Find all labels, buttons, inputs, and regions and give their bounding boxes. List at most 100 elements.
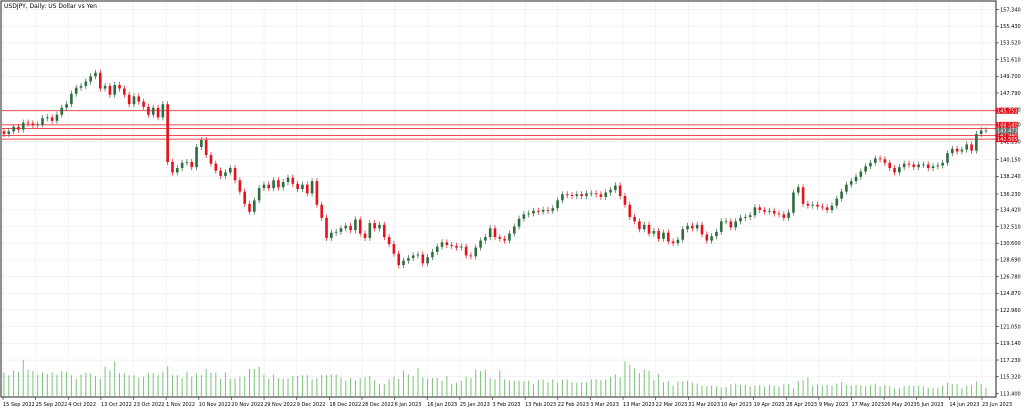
price-axis: 157.340 155.430 153.520 151.610 149.700 147.7… bbox=[996, 7, 1021, 397]
time-tick-label: 17 May 2023 bbox=[851, 402, 884, 408]
time-tick-label: 13 Oct 2022 bbox=[101, 402, 132, 408]
candle-body bbox=[902, 163, 906, 168]
candle-body bbox=[70, 93, 73, 105]
candlesticks bbox=[2, 69, 988, 269]
candle-body bbox=[200, 140, 203, 148]
candle-body bbox=[488, 228, 492, 238]
candle-body bbox=[137, 96, 141, 102]
candle-body bbox=[551, 208, 555, 211]
price-tags: 145.753144.140143.723142.940142.505143.4… bbox=[996, 107, 1018, 143]
candle-body bbox=[397, 253, 401, 266]
candle-body bbox=[744, 216, 747, 218]
price-tick-label: 130.600 bbox=[1000, 241, 1021, 247]
price-tick-label: 122.960 bbox=[1000, 308, 1021, 314]
candle-body bbox=[888, 162, 892, 169]
candle-body bbox=[248, 203, 251, 212]
candle-body bbox=[565, 194, 569, 196]
candle-body bbox=[55, 114, 59, 121]
candle-body bbox=[407, 258, 410, 261]
candle-body bbox=[84, 81, 88, 86]
candle-body bbox=[493, 228, 497, 238]
candle-body bbox=[821, 206, 824, 208]
candle-body bbox=[46, 117, 49, 119]
current-price-label: 143.473 bbox=[997, 128, 1018, 134]
candle-body bbox=[984, 130, 988, 132]
candle-body bbox=[440, 242, 444, 247]
price-tick-label: 142.230 bbox=[1000, 139, 1021, 145]
candle-body bbox=[883, 159, 887, 163]
candle-body bbox=[931, 166, 935, 169]
candle-body bbox=[127, 94, 131, 105]
candle-body bbox=[262, 184, 266, 189]
candle-body bbox=[816, 204, 819, 207]
candle-body bbox=[228, 168, 232, 173]
candle-body bbox=[965, 144, 969, 150]
level-tag-label: 142.940 bbox=[997, 133, 1018, 139]
candle-body bbox=[320, 204, 324, 218]
candle-body bbox=[195, 147, 198, 168]
candle-body bbox=[633, 216, 636, 222]
candle-body bbox=[123, 88, 126, 95]
price-tick-label: 115.320 bbox=[1000, 375, 1021, 381]
candle-body bbox=[811, 204, 815, 206]
candle-body bbox=[36, 124, 39, 126]
candle-body bbox=[339, 228, 343, 232]
candle-body bbox=[17, 126, 20, 130]
candle-body bbox=[402, 260, 405, 266]
candle-body bbox=[435, 246, 439, 252]
price-tick-label: 117.230 bbox=[1000, 358, 1021, 364]
candle-body bbox=[758, 207, 762, 210]
candle-body bbox=[734, 221, 737, 228]
price-tick-label: 124.870 bbox=[1000, 291, 1021, 297]
price-tick-label: 155.430 bbox=[1000, 24, 1021, 30]
candle-body bbox=[344, 225, 348, 229]
candle-body bbox=[460, 246, 463, 248]
candle-body bbox=[729, 221, 733, 228]
candle-body bbox=[946, 153, 949, 163]
candle-body bbox=[281, 182, 285, 188]
candle-body bbox=[354, 219, 357, 231]
candle-body bbox=[719, 221, 723, 232]
level-tag-label: 142.505 bbox=[997, 137, 1018, 143]
price-tick-label: 113.400 bbox=[1000, 391, 1021, 397]
candle-body bbox=[103, 85, 107, 89]
candle-body bbox=[233, 168, 237, 181]
candle-body bbox=[873, 158, 877, 163]
candle-body bbox=[108, 85, 112, 95]
price-tick-label: 157.340 bbox=[1000, 7, 1021, 13]
time-tick-label: 28 Dec 2022 bbox=[362, 402, 394, 408]
time-axis: 15 Sep 2022 25 Sep 2022 4 Oct 2022 13 Oct 2… bbox=[2, 397, 1012, 408]
level-tag-label: 145.753 bbox=[997, 109, 1018, 115]
candle-body bbox=[330, 232, 333, 238]
candle-body bbox=[792, 192, 795, 213]
candle-body bbox=[739, 217, 742, 222]
candle-body bbox=[334, 231, 338, 233]
time-tick-label: 9 Dec 2022 bbox=[297, 402, 326, 408]
candle-body bbox=[541, 209, 545, 212]
candle-body bbox=[175, 168, 179, 173]
candle-body bbox=[556, 200, 559, 209]
candle-body bbox=[671, 241, 675, 244]
candle-body bbox=[94, 72, 97, 77]
candle-body bbox=[41, 118, 44, 125]
price-tick-label: 128.690 bbox=[1000, 258, 1021, 264]
candle-body bbox=[936, 165, 940, 167]
candle-body bbox=[614, 185, 617, 190]
candle-body bbox=[917, 164, 920, 168]
candle-body bbox=[243, 191, 246, 204]
plot-border bbox=[0, 0, 997, 398]
price-tick-label: 147.790 bbox=[1000, 91, 1021, 97]
candle-body bbox=[532, 210, 535, 214]
candle-body bbox=[662, 232, 665, 239]
candle-body bbox=[840, 191, 843, 199]
candle-body bbox=[185, 161, 189, 163]
candle-body bbox=[806, 203, 810, 206]
candle-body bbox=[219, 170, 222, 176]
candle-body bbox=[484, 237, 487, 241]
candle-body bbox=[204, 140, 208, 155]
time-tick-label: 1 Nov 2022 bbox=[166, 402, 195, 408]
candle-body bbox=[166, 104, 169, 162]
candle-body bbox=[710, 236, 713, 241]
grid bbox=[2, 2, 996, 397]
